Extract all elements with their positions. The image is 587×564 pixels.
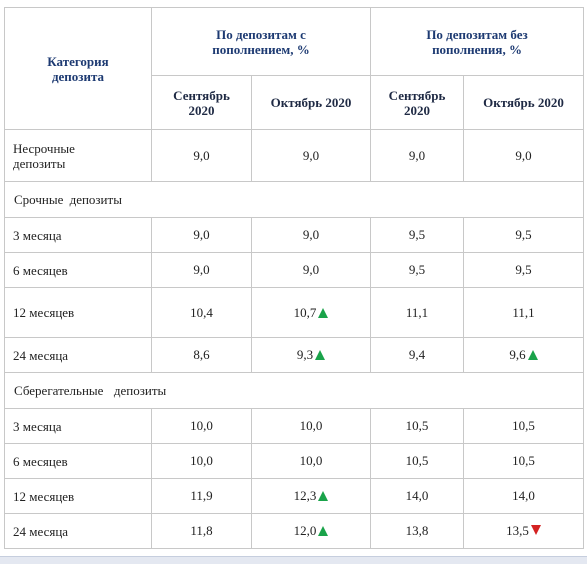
cell-value: 14,0 — [462, 478, 585, 514]
cell-value: 12,0 — [293, 523, 317, 538]
cell-value: 9,0 — [370, 129, 464, 182]
table-row: Несрочные депозиты 9,0 9,0 9,0 9,0 — [4, 129, 585, 182]
header-sep-with: Сентябрь 2020 — [151, 75, 252, 130]
table-row: 6 месяцев 10,0 10,0 10,5 10,5 — [4, 443, 585, 479]
row-label: 6 месяцев — [4, 252, 152, 288]
row-label: 24 месяца — [4, 513, 152, 549]
arrow-up-icon — [318, 491, 329, 501]
cell-value: 10,5 — [370, 408, 464, 444]
header-oct-with: Октябрь 2020 — [251, 75, 371, 130]
row-label: 24 месяца — [4, 337, 152, 373]
arrow-up-icon — [315, 350, 326, 360]
cell-value: 10,0 — [251, 408, 371, 444]
row-label: 3 месяца — [4, 408, 152, 444]
cell-value: 11,1 — [370, 287, 464, 338]
section-title: Срочные депозиты — [3, 181, 585, 218]
cell-value: 9,0 — [251, 252, 371, 288]
header-oct-without: Октябрь 2020 — [462, 75, 585, 130]
cell-value: 9,0 — [462, 129, 585, 182]
row-label: Несрочные депозиты — [4, 129, 152, 182]
row-label: 3 месяца — [4, 217, 152, 253]
cell-value-with-trend: 12,3 — [251, 478, 371, 514]
cell-value: 10,0 — [151, 408, 252, 444]
table-row: 3 месяца 9,0 9,0 9,5 9,5 — [4, 217, 585, 253]
table-row: 3 месяца 10,0 10,0 10,5 10,5 — [4, 408, 585, 444]
cell-value: 11,1 — [462, 287, 585, 338]
cell-value: 10,5 — [370, 443, 464, 479]
table-row: 6 месяцев 9,0 9,0 9,5 9,5 — [4, 252, 585, 288]
cell-value-with-trend: 9,6 — [462, 337, 585, 373]
cell-value: 11,8 — [151, 513, 252, 549]
cell-value: 14,0 — [370, 478, 464, 514]
cell-value: 10,4 — [151, 287, 252, 338]
header-with-top-up: По депозитам с пополнением, % — [151, 7, 371, 76]
deposit-rates-table-container: Категория депозита По депозитам с пополн… — [3, 7, 585, 549]
deposit-rates-table: Категория депозита По депозитам с пополн… — [3, 7, 585, 549]
header-row-2: Сентябрь 2020 Октябрь 2020 Сентябрь 2020… — [5, 75, 585, 130]
cell-value: 9,5 — [462, 252, 585, 288]
header-without-top-up: По депозитам без пополнения, % — [369, 7, 585, 76]
table-row: 24 месяца 8,6 9,3 9,4 9,6 — [4, 337, 585, 373]
cell-value: 10,5 — [462, 408, 585, 444]
cell-value: 8,6 — [151, 337, 252, 373]
cell-value: 9,6 — [509, 347, 526, 362]
row-label: 6 месяцев — [4, 443, 152, 479]
cell-value-with-trend: 10,7 — [251, 287, 371, 338]
cell-value: 10,0 — [151, 443, 252, 479]
cell-value: 10,5 — [462, 443, 585, 479]
section-title: Сберегательные депозиты — [3, 372, 585, 409]
cell-value: 9,4 — [370, 337, 464, 373]
cell-value: 11,9 — [151, 478, 252, 514]
arrow-up-icon — [527, 350, 538, 360]
cell-value: 9,0 — [151, 129, 252, 182]
bottom-scroll-strip — [0, 556, 587, 564]
cell-value-with-trend: 13,5 — [462, 513, 585, 549]
cell-value: 13,5 — [506, 523, 529, 538]
cell-value: 12,3 — [293, 488, 317, 503]
table-row: 12 месяцев 10,4 10,7 11,1 11,1 — [4, 287, 585, 338]
cell-value: 10,7 — [293, 304, 317, 320]
cell-value: 9,5 — [462, 217, 585, 253]
section-row: Срочные депозиты — [3, 181, 585, 218]
arrow-up-icon — [318, 526, 329, 536]
table-row: 24 месяца 11,8 12,0 13,8 13,5 — [4, 513, 585, 549]
cell-value-with-trend: 12,0 — [251, 513, 371, 549]
arrow-up-icon — [318, 307, 329, 318]
cell-value: 9,0 — [151, 252, 252, 288]
cell-value: 10,0 — [251, 443, 371, 479]
header-category: Категория депозита — [4, 7, 152, 130]
row-label: 12 месяцев — [4, 287, 152, 338]
row-label: 12 месяцев — [4, 478, 152, 514]
section-row: Сберегательные депозиты — [3, 372, 585, 409]
arrow-down-icon — [530, 525, 541, 535]
header-row-1: Категория депозита По депозитам с пополн… — [4, 7, 585, 130]
cell-value: 9,3 — [296, 347, 314, 362]
cell-value: 9,0 — [251, 217, 371, 253]
cell-value: 9,5 — [370, 252, 464, 288]
cell-value: 9,5 — [370, 217, 464, 253]
cell-value: 9,0 — [251, 129, 371, 182]
cell-value: 13,8 — [370, 513, 464, 549]
cell-value-with-trend: 9,3 — [251, 337, 371, 373]
cell-value: 9,0 — [151, 217, 252, 253]
table-row: 12 месяцев 11,9 12,3 14,0 14,0 — [4, 478, 585, 514]
header-sep-without: Сентябрь 2020 — [370, 75, 464, 130]
